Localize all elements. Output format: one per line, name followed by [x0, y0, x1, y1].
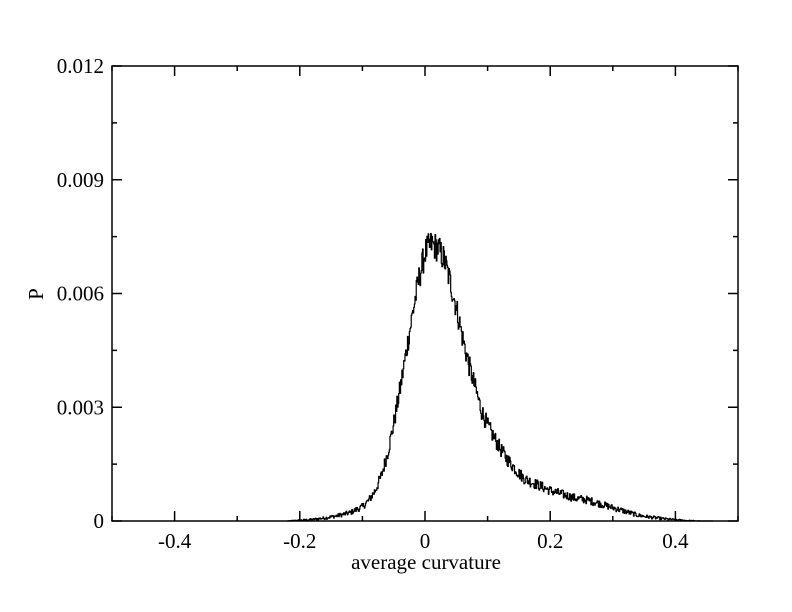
ticks-layer — [111, 65, 739, 522]
y-tick-label: 0 — [94, 509, 105, 533]
labels-layer: -0.4 -0.2 0 0.2 0.4 0 0.003 0.006 0.009 0.012 — [57, 54, 689, 553]
plot-frame — [111, 65, 739, 522]
y-tick-label: 0.006 — [57, 282, 104, 306]
y-axis-title: P — [24, 288, 48, 300]
x-tick-label: 0 — [420, 529, 431, 553]
y-tick-label: 0.003 — [57, 395, 104, 419]
x-tick-label: -0.2 — [283, 529, 316, 553]
x-axis-title: average curvature — [351, 550, 501, 574]
series-line — [287, 232, 713, 522]
y-tick-label: 0.009 — [57, 168, 104, 192]
x-tick-label: 0.4 — [662, 529, 689, 553]
x-tick-label: -0.4 — [158, 529, 192, 553]
y-tick-label: 0.012 — [57, 54, 104, 78]
x-tick-label: 0.2 — [537, 529, 563, 553]
